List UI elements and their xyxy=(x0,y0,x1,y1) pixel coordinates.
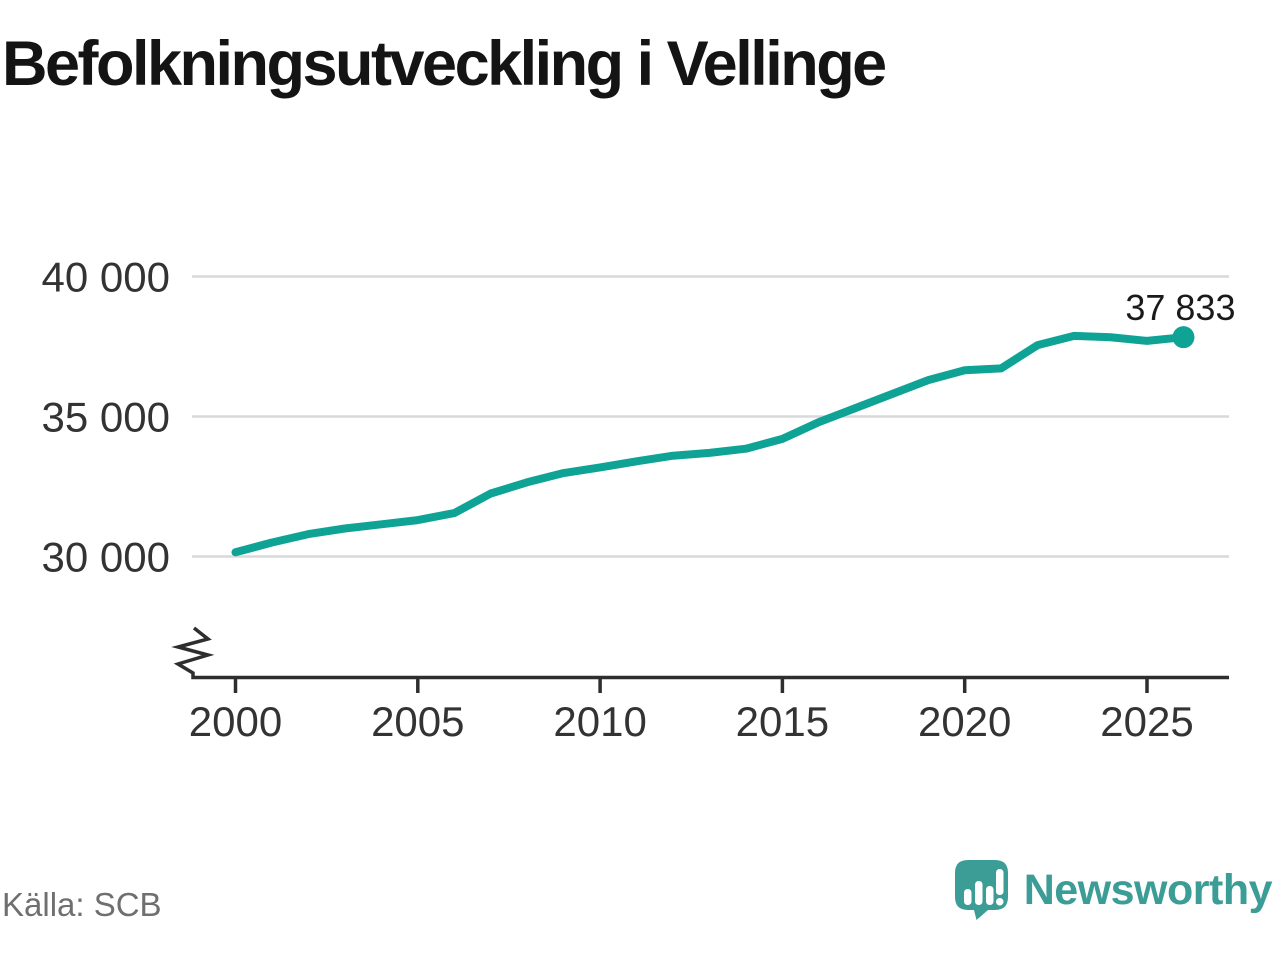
newsworthy-logo-icon xyxy=(954,860,1008,920)
logo-exclamation-bar xyxy=(995,869,1004,895)
page-title: Befolkningsutveckling i Vellinge xyxy=(2,29,887,99)
logo-exclamation-dot xyxy=(995,898,1004,906)
newsworthy-logo: Newsworthy xyxy=(954,860,1273,920)
latest-point-marker xyxy=(1172,326,1195,349)
x-axis-tick-label: 2010 xyxy=(553,698,646,745)
x-axis-tick-label: 2015 xyxy=(736,698,829,745)
gridlines xyxy=(192,275,1229,558)
x-axis-ticks xyxy=(233,679,1149,693)
x-axis-line xyxy=(171,626,1229,680)
newsworthy-logo-text: Newsworthy xyxy=(1023,865,1273,914)
y-axis-tick-label: 35 000 xyxy=(42,394,170,441)
y-axis-tick-label: 40 000 xyxy=(42,254,170,301)
source-label: Källa: SCB xyxy=(2,886,162,923)
x-axis-tick-label: 2020 xyxy=(918,698,1011,745)
latest-value-label: 37 833 xyxy=(1125,287,1236,329)
y-axis-tick-label: 30 000 xyxy=(42,534,170,581)
x-axis-labels: 2000 2005 2010 2015 2020 2025 xyxy=(189,698,1194,745)
logo-bar-tall xyxy=(974,881,983,905)
logo-bar-medium xyxy=(985,886,994,905)
logo-bar-short xyxy=(963,889,972,905)
y-axis-labels: 40 000 35 000 30 000 xyxy=(42,254,170,581)
x-axis-tick-label: 2025 xyxy=(1100,698,1193,745)
population-line-chart: 2000 2005 2010 2015 2020 2025 40 000 35 000 30 … xyxy=(42,254,1229,745)
population-line xyxy=(231,331,1188,557)
x-axis-tick-label: 2000 xyxy=(189,698,282,745)
x-axis-tick-label: 2005 xyxy=(371,698,464,745)
